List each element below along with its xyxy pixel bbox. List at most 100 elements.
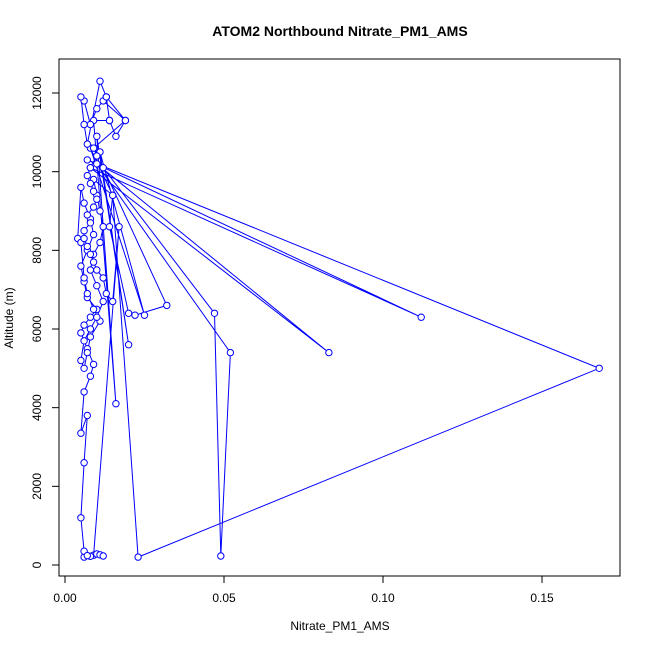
data-point [83, 140, 92, 148]
data-point [210, 309, 219, 317]
series-polyline [77, 79, 601, 558]
data-point [124, 341, 133, 349]
series-line [77, 79, 601, 558]
data-point [80, 321, 88, 329]
x-axis: 0.00 0.05 0.10 0.15 [53, 576, 554, 605]
y-axis-label: Altitude (m) [2, 287, 16, 348]
data-point [93, 152, 101, 160]
x-tick-label: 0.00 [53, 591, 77, 605]
data-point [417, 313, 425, 321]
data-point [80, 459, 88, 467]
data-point [325, 348, 333, 357]
data-point [86, 333, 95, 341]
data-point [89, 144, 98, 152]
data-point [77, 429, 85, 437]
data-point [86, 250, 95, 259]
data-point [93, 266, 101, 274]
data-point [124, 309, 133, 317]
data-point [80, 337, 88, 345]
data-point [86, 120, 95, 129]
y-tick-label: 0 [30, 561, 44, 568]
data-point [86, 179, 95, 188]
data-point [217, 552, 225, 560]
data-point [105, 223, 114, 231]
data-point [96, 77, 104, 85]
data-point [93, 313, 101, 321]
data-point [80, 388, 88, 396]
data-point [121, 116, 130, 125]
data-point [89, 360, 98, 369]
data-point [80, 234, 88, 243]
data-point [86, 164, 95, 172]
data-point [80, 120, 88, 129]
data-point [105, 116, 114, 125]
series-points [74, 77, 603, 561]
data-point [112, 132, 120, 141]
data-point [93, 105, 101, 113]
data-point [83, 411, 92, 420]
data-point [77, 356, 85, 365]
y-axis: 0 2000 4000 6000 8000 10000 12000 [30, 76, 59, 568]
data-point [89, 305, 98, 313]
data-point [109, 191, 117, 200]
data-point [226, 348, 235, 357]
chart-title: ATOM2 Northbound Nitrate_PM1_AMS [212, 23, 467, 39]
data-point [89, 258, 98, 266]
y-tick-label: 6000 [30, 315, 44, 342]
data-point [109, 297, 117, 306]
data-point [96, 238, 104, 247]
data-point [99, 552, 107, 560]
data-point [77, 514, 85, 522]
y-tick-label: 10000 [30, 155, 44, 189]
data-point [77, 262, 85, 270]
data-point [93, 282, 101, 290]
data-point [80, 364, 88, 372]
y-tick-label: 8000 [30, 237, 44, 264]
data-point [99, 164, 107, 172]
data-point [77, 183, 85, 192]
data-point [93, 160, 101, 168]
y-tick-label: 12000 [30, 76, 44, 110]
data-point [102, 93, 111, 101]
data-point [99, 223, 107, 231]
data-point [86, 266, 95, 274]
data-point [134, 553, 142, 561]
data-point [80, 227, 88, 235]
data-point [89, 187, 98, 196]
data-point [83, 289, 92, 298]
data-point [163, 301, 171, 310]
data-point [83, 242, 92, 251]
x-axis-label: Nitrate_PM1_AMS [290, 619, 389, 633]
data-point [595, 364, 603, 372]
data-point [83, 348, 92, 357]
x-tick-label: 0.10 [371, 591, 395, 605]
x-tick-label: 0.05 [212, 591, 236, 605]
data-point [80, 274, 88, 282]
data-point [83, 211, 92, 219]
data-point [93, 195, 101, 203]
data-point [80, 199, 88, 207]
y-tick-label: 4000 [30, 394, 44, 421]
data-point [89, 203, 98, 211]
data-point [140, 311, 149, 319]
data-point [83, 551, 92, 560]
data-point [102, 289, 111, 298]
data-point [89, 230, 98, 239]
data-point [86, 313, 95, 321]
data-point [86, 219, 95, 227]
y-tick-label: 2000 [30, 473, 44, 500]
data-point [96, 207, 104, 215]
data-point [83, 156, 92, 164]
data-point [112, 400, 120, 408]
data-point [99, 297, 107, 306]
data-point [77, 93, 85, 101]
data-point [83, 171, 92, 180]
data-point [131, 311, 139, 319]
plot-frame [58, 58, 621, 577]
data-point [115, 223, 123, 231]
data-point [86, 325, 95, 333]
x-tick-label: 0.15 [530, 591, 554, 605]
data-point [99, 274, 107, 282]
data-point [77, 329, 85, 337]
